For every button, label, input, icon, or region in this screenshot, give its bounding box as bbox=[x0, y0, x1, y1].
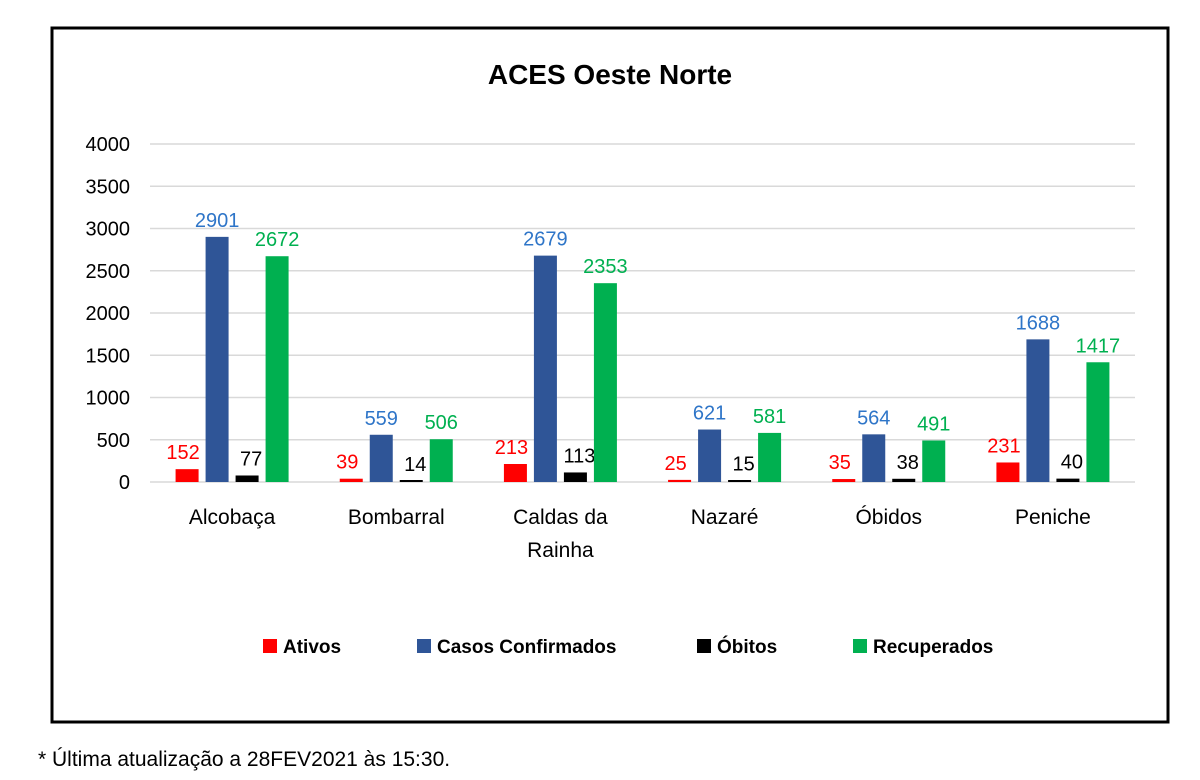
legend-swatch-ativos bbox=[263, 639, 277, 653]
bar-recuperados bbox=[593, 283, 617, 482]
legend-swatch-recuperados bbox=[853, 639, 867, 653]
bar-ativos bbox=[503, 464, 527, 482]
bar-casos-confirmados bbox=[369, 434, 393, 482]
data-label: 559 bbox=[365, 408, 398, 430]
y-tick-label: 0 bbox=[119, 472, 130, 494]
data-label: 2679 bbox=[523, 229, 568, 251]
bar-óbitos bbox=[235, 475, 259, 482]
bar-óbitos bbox=[728, 480, 752, 482]
legend-swatch-óbitos bbox=[697, 639, 711, 653]
data-label: 14 bbox=[404, 454, 426, 476]
bar-casos-confirmados bbox=[698, 429, 722, 482]
bar-recuperados bbox=[429, 439, 453, 482]
data-label: 2353 bbox=[583, 256, 628, 278]
bar-casos-confirmados bbox=[862, 434, 886, 482]
bar-óbitos bbox=[399, 480, 423, 482]
chart-svg: ACES Oeste Norte 0 500 1000 1500 2000 2500 3000… bbox=[50, 26, 1170, 724]
x-tick-label: Peniche bbox=[1015, 506, 1091, 529]
bar-recuperados bbox=[1086, 362, 1110, 482]
data-label: 213 bbox=[495, 437, 528, 459]
data-label: 621 bbox=[693, 403, 726, 425]
x-tick-label: Bombarral bbox=[348, 506, 445, 529]
data-label: 506 bbox=[425, 412, 458, 434]
x-tick-label: Alcobaça bbox=[189, 506, 276, 529]
chart-title: ACES Oeste Norte bbox=[488, 59, 732, 90]
x-tick-label: Rainha bbox=[527, 539, 594, 562]
bar-ativos bbox=[832, 479, 856, 482]
data-label: 2901 bbox=[195, 210, 240, 232]
data-label: 1688 bbox=[1016, 312, 1061, 334]
x-tick-label: Óbidos bbox=[855, 506, 922, 529]
y-tick-label: 2000 bbox=[86, 303, 131, 325]
y-tick-label: 3000 bbox=[86, 219, 131, 241]
bar-óbitos bbox=[563, 472, 587, 482]
bar-casos-confirmados bbox=[533, 255, 557, 482]
bar-óbitos bbox=[1056, 478, 1080, 482]
bar-recuperados bbox=[922, 440, 946, 482]
y-tick-label: 4000 bbox=[86, 134, 131, 156]
bar-ativos bbox=[175, 469, 199, 482]
data-label: 113 bbox=[563, 445, 595, 467]
data-label: 15 bbox=[732, 454, 754, 476]
legend-label: Recuperados bbox=[873, 637, 993, 658]
legend-label: Óbitos bbox=[717, 636, 777, 658]
footnote: * Última atualização a 28FEV2021 às 15:3… bbox=[38, 748, 451, 771]
bar-ativos bbox=[996, 462, 1020, 482]
bar-casos-confirmados bbox=[205, 236, 229, 482]
data-label: 491 bbox=[917, 414, 950, 436]
x-tick-label: Nazaré bbox=[691, 506, 759, 529]
data-label: 152 bbox=[166, 442, 199, 464]
y-tick-label: 2500 bbox=[86, 261, 131, 283]
legend-label: Casos Confirmados bbox=[437, 637, 616, 658]
bar-recuperados bbox=[758, 432, 782, 482]
y-tick-label: 500 bbox=[97, 430, 130, 452]
data-label: 2672 bbox=[255, 229, 300, 251]
legend-swatch-casos-confirmados bbox=[417, 639, 431, 653]
data-label: 39 bbox=[336, 452, 358, 474]
y-tick-label: 1000 bbox=[86, 388, 131, 410]
data-label: 40 bbox=[1061, 452, 1083, 474]
chart-frame: ACES Oeste Norte 0 500 1000 1500 2000 2500 3000… bbox=[50, 26, 1170, 724]
x-tick-label: Caldas da bbox=[513, 506, 608, 529]
data-label: 25 bbox=[664, 453, 686, 475]
bar-casos-confirmados bbox=[1026, 339, 1050, 482]
data-label: 1417 bbox=[1076, 335, 1121, 357]
bar-recuperados bbox=[265, 256, 289, 482]
bar-óbitos bbox=[892, 478, 916, 482]
y-tick-label: 1500 bbox=[86, 345, 131, 367]
data-label: 581 bbox=[753, 406, 786, 428]
bar-ativos bbox=[668, 479, 692, 482]
legend-label: Ativos bbox=[283, 637, 341, 658]
data-label: 38 bbox=[897, 452, 919, 474]
data-label: 564 bbox=[857, 407, 890, 429]
bar-ativos bbox=[339, 478, 363, 482]
data-label: 77 bbox=[240, 448, 262, 470]
data-label: 231 bbox=[987, 435, 1020, 457]
y-tick-label: 3500 bbox=[86, 176, 131, 198]
data-label: 35 bbox=[829, 452, 851, 474]
